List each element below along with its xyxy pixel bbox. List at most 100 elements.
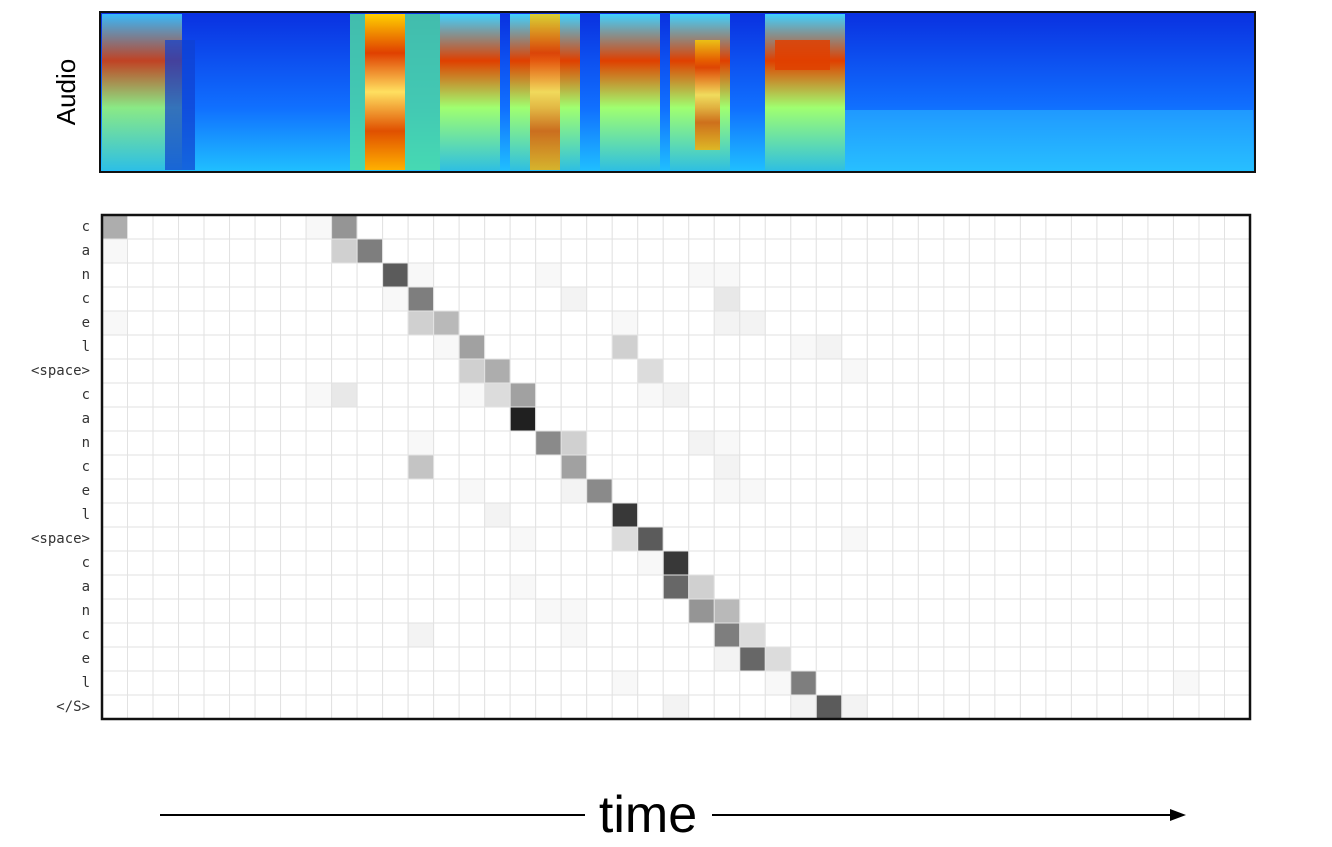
heat-cell bbox=[458, 262, 486, 288]
heat-cell bbox=[535, 526, 562, 552]
heat-cell bbox=[407, 526, 435, 552]
heat-cell bbox=[1223, 430, 1251, 456]
heat-cell bbox=[739, 574, 766, 600]
heat-cell bbox=[535, 622, 562, 648]
heat-cell bbox=[305, 670, 333, 696]
heat-cell bbox=[943, 430, 970, 456]
heat-cell bbox=[586, 574, 613, 600]
heat-cell bbox=[1096, 358, 1123, 384]
heat-cell bbox=[509, 214, 537, 240]
heat-cell bbox=[382, 478, 409, 504]
heat-cell bbox=[1198, 214, 1225, 240]
heat-cell bbox=[509, 526, 537, 552]
heat-cell bbox=[790, 214, 817, 240]
heat-cell bbox=[943, 598, 970, 624]
heat-cell bbox=[407, 238, 435, 264]
heat-cell bbox=[968, 598, 996, 624]
heat-cell bbox=[1198, 598, 1225, 624]
heat-cell bbox=[637, 574, 664, 600]
heat-cell bbox=[1223, 310, 1251, 336]
row-label: e bbox=[82, 651, 90, 667]
heat-cell bbox=[586, 406, 613, 432]
heat-cell bbox=[229, 478, 256, 504]
heat-cell bbox=[1019, 262, 1047, 288]
heat-cell bbox=[127, 262, 154, 288]
heat-cell bbox=[484, 574, 511, 600]
heat-cell bbox=[458, 598, 486, 624]
heat-cell bbox=[637, 622, 664, 648]
row-label: c bbox=[82, 387, 90, 403]
heat-cell bbox=[229, 526, 256, 552]
heat-cell bbox=[229, 454, 256, 480]
heat-cell bbox=[790, 574, 817, 600]
heat-cell bbox=[764, 430, 792, 456]
heat-cell bbox=[382, 454, 409, 480]
heat-cell bbox=[739, 238, 766, 264]
heat-cell bbox=[611, 622, 639, 648]
heat-cell bbox=[229, 502, 256, 528]
row-label: c bbox=[82, 219, 90, 235]
row-label: <space> bbox=[31, 363, 90, 379]
heat-cell bbox=[509, 262, 537, 288]
heat-cell bbox=[994, 286, 1021, 312]
heat-cell bbox=[1045, 262, 1072, 288]
heat-cell bbox=[917, 310, 945, 336]
heat-cell bbox=[433, 478, 460, 504]
heat-cell bbox=[1198, 670, 1225, 696]
heat-cell bbox=[943, 646, 970, 672]
heat-cell bbox=[560, 406, 588, 432]
heat-cell bbox=[586, 478, 613, 504]
heat-cell bbox=[407, 574, 435, 600]
heat-cell bbox=[382, 358, 409, 384]
heat-cell bbox=[560, 382, 588, 408]
heat-cell bbox=[1019, 238, 1047, 264]
heat-cell bbox=[305, 526, 333, 552]
heat-cell bbox=[790, 550, 817, 576]
heat-cell bbox=[152, 526, 180, 552]
heat-cell bbox=[790, 262, 817, 288]
heat-cell bbox=[586, 598, 613, 624]
heat-cell bbox=[943, 334, 970, 360]
heat-cell bbox=[917, 430, 945, 456]
heat-cell bbox=[203, 694, 231, 720]
heat-cell bbox=[1096, 334, 1123, 360]
heat-cell bbox=[178, 286, 205, 312]
heat-cell bbox=[560, 358, 588, 384]
heat-cell bbox=[433, 310, 460, 336]
heat-cell bbox=[764, 550, 792, 576]
heat-cell bbox=[866, 382, 894, 408]
heat-cell bbox=[1070, 214, 1098, 240]
heat-cell bbox=[611, 262, 639, 288]
heat-cell bbox=[841, 310, 868, 336]
heat-cell bbox=[866, 430, 894, 456]
heat-cell bbox=[1045, 598, 1072, 624]
heat-cell bbox=[866, 262, 894, 288]
heat-cell bbox=[356, 526, 384, 552]
heat-cell bbox=[917, 574, 945, 600]
heat-cell bbox=[637, 358, 664, 384]
heat-cell bbox=[866, 622, 894, 648]
heat-cell bbox=[305, 238, 333, 264]
heat-cell bbox=[1096, 430, 1123, 456]
heat-cell bbox=[1096, 550, 1123, 576]
heat-cell bbox=[331, 406, 358, 432]
heat-cell bbox=[1019, 406, 1047, 432]
heat-cell bbox=[280, 214, 307, 240]
heat-cell bbox=[433, 358, 460, 384]
heat-cell bbox=[382, 406, 409, 432]
heat-cell bbox=[535, 382, 562, 408]
heat-cell bbox=[509, 454, 537, 480]
heat-cell bbox=[178, 382, 205, 408]
heat-cell bbox=[764, 478, 792, 504]
heat-cell bbox=[1045, 430, 1072, 456]
heat-cell bbox=[815, 286, 843, 312]
heat-cell bbox=[841, 286, 868, 312]
heat-cell bbox=[458, 454, 486, 480]
heat-cell bbox=[127, 574, 154, 600]
heat-cell bbox=[943, 454, 970, 480]
heat-cell bbox=[254, 478, 282, 504]
heat-cell bbox=[994, 694, 1021, 720]
heat-cell bbox=[1019, 574, 1047, 600]
heat-cell bbox=[407, 358, 435, 384]
heat-cell bbox=[203, 334, 231, 360]
